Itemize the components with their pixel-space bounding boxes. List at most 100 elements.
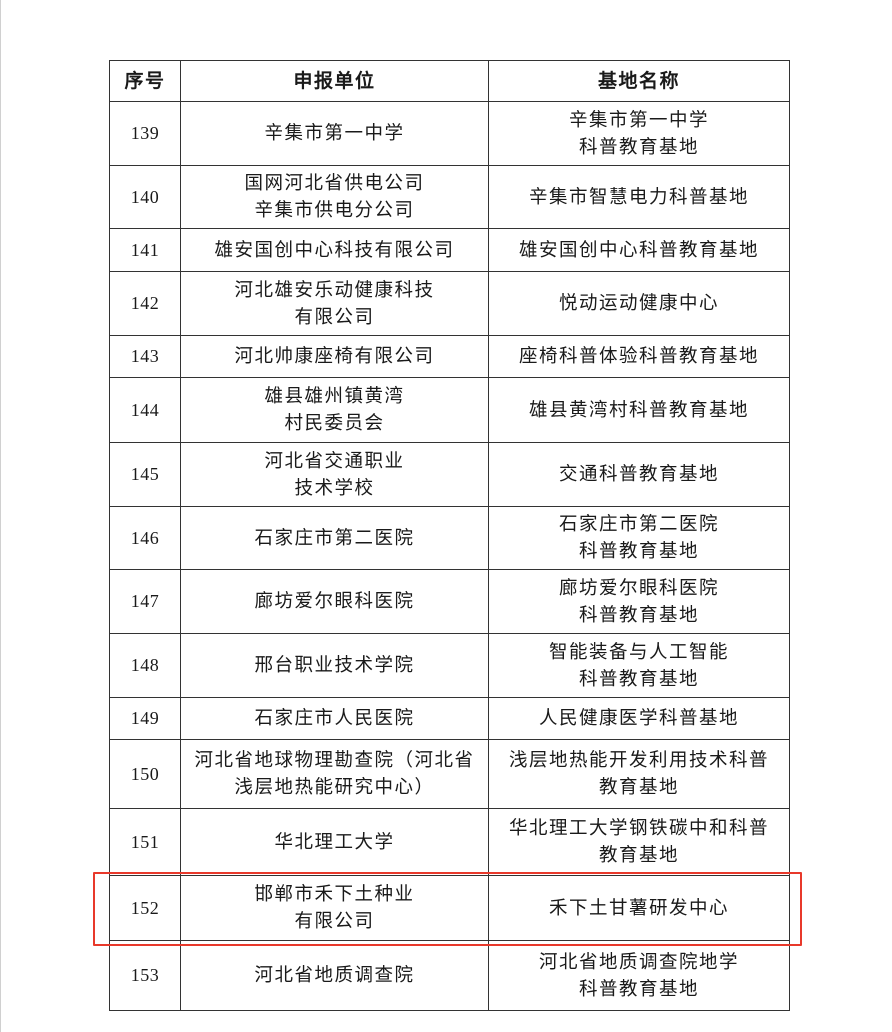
table-row: 140 国网河北省供电公司 辛集市供电分公司 辛集市智慧电力科普基地 bbox=[109, 165, 790, 229]
header-number: 序号 bbox=[109, 60, 181, 102]
unit-line: 廊坊爱尔眼科医院 bbox=[254, 591, 415, 612]
unit-line: 石家庄市人民医院 bbox=[254, 708, 415, 729]
row-number: 153 bbox=[109, 940, 181, 1011]
unit-line: 河北省交通职业 bbox=[264, 450, 405, 472]
cell-base-name: 石家庄市第二医院 科普教育基地 bbox=[488, 506, 790, 570]
table-row: 152 邯郸市禾下土种业 有限公司 禾下土甘薯研发中心 bbox=[109, 875, 790, 941]
cell-unit: 辛集市第一中学 bbox=[180, 101, 489, 166]
unit-line: 辛集市第一中学 bbox=[264, 123, 405, 144]
base-line: 科普教育基地 bbox=[578, 541, 699, 562]
header-base-name: 基地名称 bbox=[488, 60, 790, 102]
cell-unit: 河北省交通职业 技术学校 bbox=[180, 442, 489, 507]
base-line: 辛集市智慧电力科普基地 bbox=[528, 186, 749, 208]
unit-line: 村民委员会 bbox=[284, 413, 385, 434]
cell-unit: 国网河北省供电公司 辛集市供电分公司 bbox=[180, 165, 489, 229]
row-number: 144 bbox=[109, 377, 181, 443]
base-line: 科普教育基地 bbox=[578, 136, 699, 158]
table-row: 141 雄安国创中心科技有限公司 雄安国创中心科普教育基地 bbox=[109, 228, 790, 272]
row-number: 151 bbox=[109, 808, 181, 876]
table-row: 143 河北帅康座椅有限公司 座椅科普体验科普教育基地 bbox=[109, 335, 790, 378]
unit-line: 河北省地球物理勘查院（河北省 bbox=[194, 750, 475, 771]
row-number: 148 bbox=[109, 633, 181, 698]
cell-base-name: 河北省地质调查院地学 科普教育基地 bbox=[488, 940, 790, 1011]
base-line: 华北理工大学钢铁碳中和科普 bbox=[508, 818, 769, 839]
unit-line: 河北帅康座椅有限公司 bbox=[234, 346, 435, 367]
cell-base-name: 悦动运动健康中心 bbox=[488, 271, 790, 336]
table-row: 148 邢台职业技术学院 智能装备与人工智能 科普教育基地 bbox=[109, 633, 790, 698]
table-row: 149 石家庄市人民医院 人民健康医学科普基地 bbox=[109, 697, 790, 740]
cell-unit: 河北帅康座椅有限公司 bbox=[180, 335, 489, 378]
cell-base-name: 禾下土甘薯研发中心 bbox=[488, 875, 790, 941]
base-line: 雄安国创中心科普教育基地 bbox=[518, 239, 759, 261]
cell-unit: 邯郸市禾下土种业 有限公司 bbox=[180, 875, 489, 941]
unit-line: 石家庄市第二医院 bbox=[254, 527, 415, 549]
row-number: 139 bbox=[109, 101, 181, 166]
base-line: 教育基地 bbox=[598, 845, 679, 866]
table-row: 150 河北省地球物理勘查院（河北省 浅层地热能研究中心） 浅层地热能开发利用技术科普… bbox=[109, 739, 790, 809]
table-row: 153 河北省地质调查院 河北省地质调查院地学 科普教育基地 bbox=[109, 940, 790, 1011]
row-number: 146 bbox=[109, 506, 181, 570]
page-edge bbox=[0, 0, 1, 1032]
base-line: 廊坊爱尔眼科医院 bbox=[558, 577, 719, 599]
base-line: 座椅科普体验科普教育基地 bbox=[518, 346, 759, 367]
row-number: 140 bbox=[109, 165, 181, 229]
unit-line: 河北雄安乐动健康科技 bbox=[234, 279, 435, 301]
cell-unit: 邢台职业技术学院 bbox=[180, 633, 489, 698]
cell-unit: 雄县雄州镇黄湾 村民委员会 bbox=[180, 377, 489, 443]
cell-unit: 石家庄市第二医院 bbox=[180, 506, 489, 570]
cell-base-name: 辛集市第一中学 科普教育基地 bbox=[488, 101, 790, 166]
cell-base-name: 雄县黄湾村科普教育基地 bbox=[488, 377, 790, 443]
table-row: 145 河北省交通职业 技术学校 交通科普教育基地 bbox=[109, 442, 790, 507]
unit-line: 辛集市供电分公司 bbox=[254, 200, 415, 221]
row-number: 152 bbox=[109, 875, 181, 941]
base-line: 浅层地热能开发利用技术科普 bbox=[508, 750, 769, 771]
table-row: 146 石家庄市第二医院 石家庄市第二医院 科普教育基地 bbox=[109, 506, 790, 570]
base-line: 科普教育基地 bbox=[578, 668, 699, 690]
base-line: 石家庄市第二医院 bbox=[558, 514, 719, 535]
cell-base-name: 智能装备与人工智能 科普教育基地 bbox=[488, 633, 790, 698]
row-number: 143 bbox=[109, 335, 181, 378]
base-line: 人民健康医学科普基地 bbox=[538, 708, 739, 729]
base-line: 交通科普教育基地 bbox=[558, 464, 719, 485]
table-row: 147 廊坊爱尔眼科医院 廊坊爱尔眼科医院 科普教育基地 bbox=[109, 569, 790, 634]
cell-base-name: 浅层地热能开发利用技术科普 教育基地 bbox=[488, 739, 790, 809]
cell-base-name: 雄安国创中心科普教育基地 bbox=[488, 228, 790, 272]
cell-unit: 华北理工大学 bbox=[180, 808, 489, 876]
table-row: 142 河北雄安乐动健康科技 有限公司 悦动运动健康中心 bbox=[109, 271, 790, 336]
base-line: 辛集市第一中学 bbox=[568, 109, 709, 131]
base-line: 禾下土甘薯研发中心 bbox=[548, 897, 729, 919]
table-row: 139 辛集市第一中学 辛集市第一中学 科普教育基地 bbox=[109, 101, 790, 166]
base-line: 悦动运动健康中心 bbox=[558, 293, 719, 314]
base-line: 雄县黄湾村科普教育基地 bbox=[528, 399, 749, 421]
cell-base-name: 廊坊爱尔眼科医院 科普教育基地 bbox=[488, 569, 790, 634]
unit-line: 华北理工大学 bbox=[274, 831, 395, 853]
cell-unit: 河北省地球物理勘查院（河北省 浅层地热能研究中心） bbox=[180, 739, 489, 809]
unit-line: 雄安国创中心科技有限公司 bbox=[214, 239, 455, 261]
table-row: 151 华北理工大学 华北理工大学钢铁碳中和科普 教育基地 bbox=[109, 808, 790, 876]
cell-base-name: 辛集市智慧电力科普基地 bbox=[488, 165, 790, 229]
table-row: 144 雄县雄州镇黄湾 村民委员会 雄县黄湾村科普教育基地 bbox=[109, 377, 790, 443]
cell-unit: 石家庄市人民医院 bbox=[180, 697, 489, 740]
cell-base-name: 交通科普教育基地 bbox=[488, 442, 790, 507]
row-number: 142 bbox=[109, 271, 181, 336]
unit-line: 有限公司 bbox=[294, 306, 375, 328]
unit-line: 有限公司 bbox=[294, 911, 375, 932]
base-line: 教育基地 bbox=[598, 777, 679, 798]
cell-unit: 河北雄安乐动健康科技 有限公司 bbox=[180, 271, 489, 336]
cell-unit: 廊坊爱尔眼科医院 bbox=[180, 569, 489, 634]
cell-base-name: 华北理工大学钢铁碳中和科普 教育基地 bbox=[488, 808, 790, 876]
row-number: 150 bbox=[109, 739, 181, 809]
base-line: 河北省地质调查院地学 bbox=[538, 951, 739, 973]
row-number: 145 bbox=[109, 442, 181, 507]
base-line: 智能装备与人工智能 bbox=[548, 641, 729, 663]
base-line: 科普教育基地 bbox=[578, 604, 699, 626]
header-unit: 申报单位 bbox=[180, 60, 489, 102]
cell-unit: 雄安国创中心科技有限公司 bbox=[180, 228, 489, 272]
unit-line: 河北省地质调查院 bbox=[254, 965, 415, 986]
base-list-table: 序号 申报单位 基地名称 139 辛集市第一中学 辛集市第一中学 科普教育基地 140 国… bbox=[109, 60, 790, 1011]
row-number: 147 bbox=[109, 569, 181, 634]
cell-unit: 河北省地质调查院 bbox=[180, 940, 489, 1011]
cell-base-name: 人民健康医学科普基地 bbox=[488, 697, 790, 740]
unit-line: 国网河北省供电公司 bbox=[244, 173, 425, 194]
unit-line: 浅层地热能研究中心） bbox=[234, 777, 435, 798]
